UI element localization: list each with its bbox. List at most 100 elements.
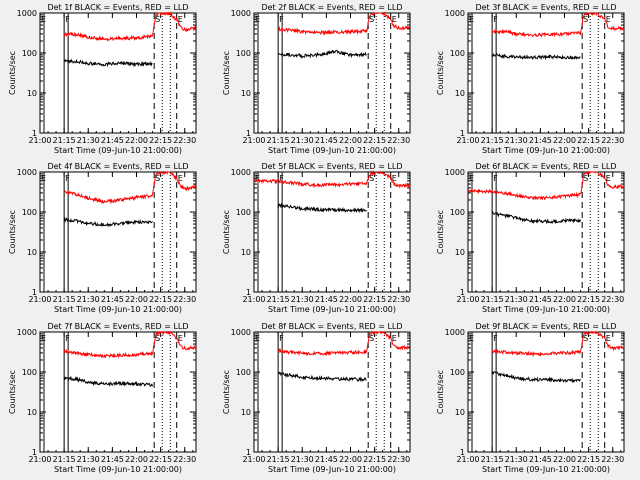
y-tick-label: 1000	[17, 168, 37, 177]
panel-det-3: Det 3f BLACK = Events, RED = LLD 1 10 100 10…	[436, 3, 625, 155]
time-marker-label: S	[155, 15, 160, 24]
x-axis-label: Start Time (09-Jun-10 21:00:00)	[54, 146, 182, 155]
x-axis-label: Start Time (09-Jun-10 21:00:00)	[482, 465, 610, 474]
time-marker-label: E	[178, 15, 183, 24]
time-marker-label: S	[369, 15, 374, 24]
lld-series-line	[277, 330, 411, 357]
y-tick-label: 1000	[231, 168, 251, 177]
time-marker-label: E	[606, 15, 611, 24]
time-marker-label: S	[369, 334, 374, 343]
x-tick-label: 21:15	[267, 295, 290, 304]
x-tick-label: 21:15	[481, 455, 504, 464]
panel-det-4: Det 4f BLACK = Events, RED = LLD 1 10 100 10…	[8, 162, 197, 314]
x-tick-label: 22:15	[149, 455, 172, 464]
plot-frame	[253, 331, 411, 453]
events-series-line	[277, 49, 367, 59]
x-tick-label: 22:00	[553, 455, 576, 464]
x-tick-label: 21:30	[77, 295, 100, 304]
x-tick-label: 21:30	[291, 136, 314, 145]
time-marker-label: E	[392, 334, 397, 343]
events-series-line	[63, 216, 153, 228]
time-marker-label: E	[41, 334, 46, 343]
x-tick-label: 21:00	[242, 295, 265, 304]
y-tick-label: 10	[27, 89, 37, 98]
events-series-line	[491, 210, 581, 225]
y-tick-label: 1000	[445, 168, 465, 177]
time-marker-label: E	[255, 174, 260, 183]
time-marker-label: E	[606, 334, 611, 343]
x-tick-label: 21:30	[291, 295, 314, 304]
plot-frame	[39, 12, 197, 134]
x-tick-label: 21:00	[456, 136, 479, 145]
y-tick-label: 100	[22, 208, 37, 217]
y-tick-label: 100	[22, 49, 37, 58]
events-series-line	[277, 203, 367, 214]
time-marker-label: S	[369, 174, 374, 183]
x-tick-label: 21:00	[242, 455, 265, 464]
plot-frame	[467, 171, 625, 293]
y-tick-label: 10	[27, 248, 37, 257]
x-tick-label: 22:15	[149, 136, 172, 145]
time-marker-label: E	[392, 174, 397, 183]
lld-series-line	[63, 170, 196, 204]
x-tick-label: 22:00	[553, 295, 576, 304]
x-tick-label: 21:45	[315, 295, 338, 304]
x-tick-label: 22:15	[363, 455, 386, 464]
x-tick-label: 22:15	[577, 455, 600, 464]
y-tick-label: 1	[460, 288, 465, 297]
x-tick-label: 21:45	[529, 136, 552, 145]
y-axis-label: Counts/sec	[436, 210, 445, 254]
panel-det-5: Det 5f BLACK = Events, RED = LLD 1 10 100 10…	[222, 162, 411, 314]
x-tick-label: 22:00	[553, 136, 576, 145]
time-marker-label: E	[469, 334, 474, 343]
time-marker-label: E	[606, 174, 611, 183]
panel-det-8: Det 8f BLACK = Events, RED = LLD 1 10 100 10…	[222, 322, 411, 474]
x-axis-label: Start Time (09-Jun-10 21:00:00)	[482, 305, 610, 314]
y-tick-label: 1000	[445, 9, 465, 18]
panel-det-9: Det 9f BLACK = Events, RED = LLD 1 10 100 10…	[436, 322, 625, 474]
time-marker-label: S	[583, 15, 588, 24]
y-tick-label: 10	[455, 89, 465, 98]
panel-det-2: Det 2f BLACK = Events, RED = LLD 1 10 100 10…	[222, 3, 411, 155]
events-series-line	[278, 371, 367, 383]
y-axis-label: Counts/sec	[436, 51, 445, 95]
y-tick-label: 1000	[231, 328, 251, 337]
time-marker-label: F	[279, 15, 284, 24]
y-tick-label: 100	[22, 368, 37, 377]
y-tick-label: 100	[450, 368, 465, 377]
plot-frame	[253, 12, 411, 134]
y-tick-label: 1	[460, 129, 465, 138]
events-series-line	[491, 52, 581, 61]
x-tick-label: 22:00	[125, 295, 148, 304]
lld-series-line	[63, 330, 197, 359]
y-tick-label: 1000	[17, 9, 37, 18]
lld-series-line	[277, 11, 410, 36]
time-marker-label: F	[279, 174, 284, 183]
x-axis-label: Start Time (09-Jun-10 21:00:00)	[268, 305, 396, 314]
y-tick-label: 10	[241, 248, 251, 257]
time-marker-label: E	[41, 174, 46, 183]
events-series-line	[63, 375, 153, 387]
time-marker-label: F	[65, 174, 70, 183]
x-tick-label: 22:30	[601, 455, 624, 464]
panel-title: Det 1f BLACK = Events, RED = LLD	[47, 3, 188, 12]
y-tick-label: 1	[246, 448, 251, 457]
y-tick-label: 1000	[17, 328, 37, 337]
y-tick-label: 10	[27, 408, 37, 417]
x-tick-label: 22:00	[339, 136, 362, 145]
x-tick-label: 21:45	[101, 295, 124, 304]
time-marker-label: E	[255, 15, 260, 24]
x-tick-label: 21:15	[53, 136, 76, 145]
y-tick-label: 1000	[231, 9, 251, 18]
x-tick-label: 21:15	[267, 455, 290, 464]
y-tick-label: 100	[236, 208, 251, 217]
time-marker-label: E	[255, 334, 260, 343]
plot-frame	[39, 171, 197, 293]
x-axis-label: Start Time (09-Jun-10 21:00:00)	[54, 305, 182, 314]
time-marker-label: E	[178, 334, 183, 343]
x-tick-label: 21:30	[77, 136, 100, 145]
time-marker-label: F	[65, 15, 70, 24]
y-tick-label: 1	[246, 129, 251, 138]
x-tick-label: 22:15	[363, 295, 386, 304]
x-tick-label: 22:30	[173, 455, 196, 464]
